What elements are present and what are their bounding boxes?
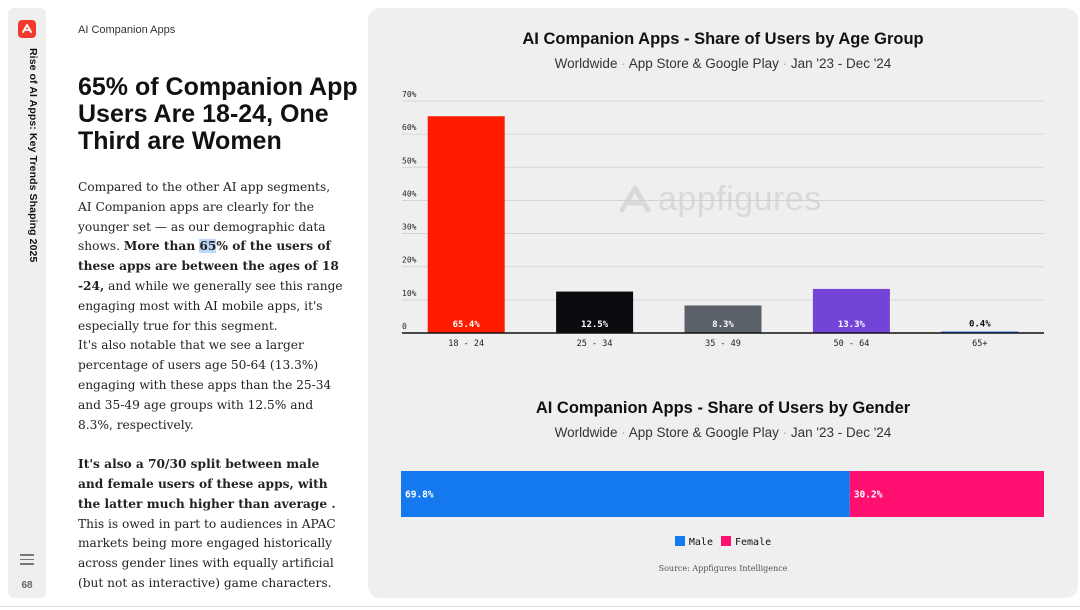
appfigures-watermark-icon [619,185,651,213]
watermark: appfigures [618,180,822,219]
side-rail: Rise of AI Apps: Key Trends Shaping 2025… [8,8,46,598]
body-text: Compared to the other AI app segments, A… [78,178,346,594]
hamburger-menu-icon[interactable] [20,554,34,568]
section-label: AI Companion Apps [78,24,176,36]
body-paragraph-2: It's also notable that we see a larger p… [78,338,332,432]
legend-swatch [720,536,731,546]
bar [812,288,890,333]
body-paragraph-3: It's also a 70/30 split between male and… [78,457,336,590]
bar-data-label: 12.5% [581,320,609,330]
y-tick-label: 30% [402,223,417,232]
body-paragraph-1: Compared to the other AI app segments, A… [78,180,343,333]
y-tick-label: 20% [402,256,417,265]
bar [556,291,634,333]
y-tick-label: 0 [402,322,407,331]
gender-segment-female [849,471,1044,517]
age-bar-chart: 0 10% 20% 30% 40% 50% 60% 70% 65.4% 18 - 24 12.5% 2… [402,90,1044,349]
report-title-vertical: Rise of AI Apps: Key Trends Shaping 2025 [27,48,39,263]
gender-segment-male [401,471,850,517]
x-tick-label: 50 - 64 [833,339,869,349]
legend-label: Female [734,537,772,548]
source-note: Source: Appfigures Intelligence [658,564,788,573]
y-tick-label: 50% [402,156,417,165]
page-headline: 65% of Companion App Users Are 18-24, On… [78,73,358,155]
page-number: 68 [21,580,33,591]
gender-chart-title: AI Companion Apps - Share of Users by Ge… [535,399,911,417]
chart-panel: appfigures AI Companion Apps - Share of … [368,8,1078,598]
appfigures-logo-icon[interactable] [18,20,36,38]
gender-segment-label: 69.8% [405,490,434,501]
bar-data-label: 13.3% [838,320,866,330]
gender-legend: Male Female [368,536,1078,548]
bar [427,116,505,333]
gender-chart-subtitle: Worldwide · App Store & Google Play · Ja… [554,425,892,440]
y-tick-label: 10% [402,289,417,298]
legend-swatch [674,536,685,546]
gender-segment-label: 30.2% [854,490,883,501]
highlighted-text: 65 [199,239,217,254]
legend-item-female: Female [720,536,772,548]
legend-label: Male [688,537,713,548]
y-tick-label: 40% [402,189,417,198]
bar-data-label: 0.4% [969,320,991,330]
x-tick-label: 25 - 34 [577,339,613,349]
bar-data-label: 65.4% [453,320,481,330]
age-chart-subtitle: Worldwide · App Store & Google Play · Ja… [554,56,892,71]
age-chart-title: AI Companion Apps - Share of Users by Ag… [522,30,924,48]
bar-data-label: 8.3% [712,320,734,330]
legend-item-male: Male [674,536,713,548]
x-tick-label: 65+ [972,339,987,349]
y-tick-label: 60% [402,123,417,132]
x-tick-label: 18 - 24 [448,339,484,349]
x-tick-label: 35 - 49 [705,339,741,349]
bar [684,305,762,333]
y-tick-label: 70% [402,90,417,99]
